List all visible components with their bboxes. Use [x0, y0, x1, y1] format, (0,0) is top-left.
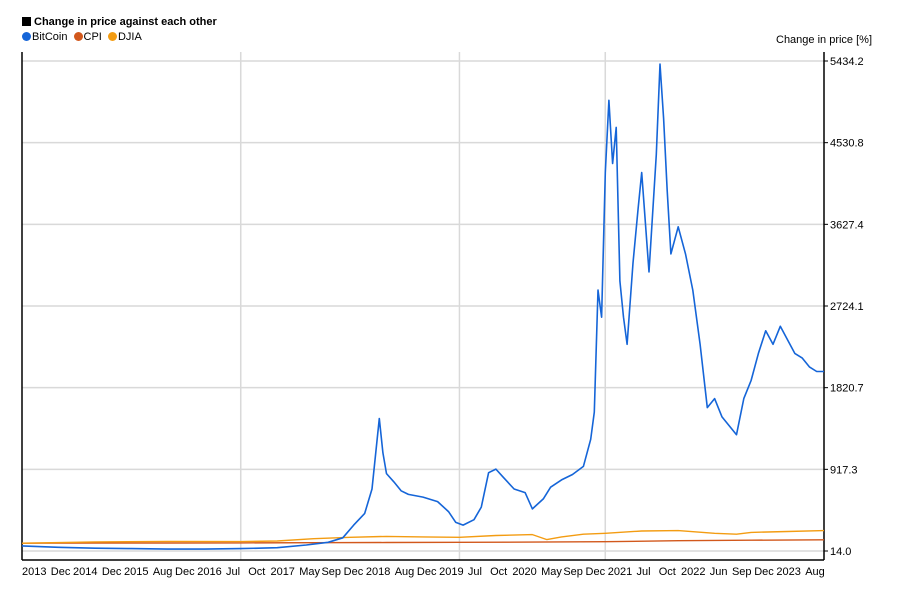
cpi-line	[21, 539, 825, 544]
x-tick-label: 2016	[197, 566, 221, 578]
x-tick-label: Oct	[248, 566, 265, 578]
x-tick-label: May	[299, 566, 320, 578]
legend-label-bitcoin: BitCoin	[32, 31, 68, 43]
x-tick-label: Sep	[732, 566, 752, 578]
title-square-icon	[22, 17, 31, 26]
legend-label-djia: DJIA	[117, 31, 142, 43]
x-tick-label: Dec	[586, 566, 606, 578]
djia-line	[21, 529, 825, 544]
y-tick-label: 4530.8	[830, 138, 864, 150]
x-tick-label: May	[541, 566, 562, 578]
bitcoin-line	[21, 63, 824, 550]
y-axis-title: Change in price [%]	[776, 34, 872, 46]
legend: BitCoin CPI DJIA	[22, 31, 145, 43]
y-tick-label: 14.0	[830, 546, 851, 558]
legend-item-djia: DJIA	[107, 31, 142, 43]
x-tick-label: Aug	[153, 566, 173, 578]
y-tick-label: 3627.4	[830, 219, 864, 231]
x-tick-label: Dec	[417, 566, 437, 578]
y-tick-label: 1820.7	[830, 383, 864, 395]
legend-item-cpi: CPI	[73, 31, 102, 43]
x-tick-label: 2015	[124, 566, 148, 578]
x-tick-label: 2023	[776, 566, 800, 578]
x-tick-label: Jul	[468, 566, 482, 578]
x-tick-label: 2020	[512, 566, 536, 578]
chart-title: Change in price against each other	[34, 16, 217, 28]
x-tick-label: 2013	[22, 566, 46, 578]
x-tick-label: Dec	[175, 566, 195, 578]
x-tick-label: Oct	[659, 566, 676, 578]
x-tick-label: 2017	[270, 566, 294, 578]
x-tick-label: 2018	[366, 566, 390, 578]
x-tick-label: Aug	[395, 566, 415, 578]
legend-dot-djia	[107, 32, 117, 41]
x-tick-label: 2021	[608, 566, 632, 578]
x-tick-label: Dec	[754, 566, 774, 578]
x-tick-label: Dec	[344, 566, 364, 578]
y-tick-label: 917.3	[830, 464, 858, 476]
legend-dot-bitcoin	[22, 32, 31, 41]
x-tick-label: 2014	[73, 566, 97, 578]
x-tick-label: Dec	[51, 566, 71, 578]
chart-title-area: Change in price against each other	[22, 16, 217, 28]
x-tick-label: Jun	[710, 566, 728, 578]
legend-dot-cpi	[73, 32, 83, 41]
legend-item-bitcoin: BitCoin	[22, 31, 67, 43]
x-tick-label: 2022	[681, 566, 705, 578]
x-tick-label: Jul	[226, 566, 240, 578]
x-tick-label: Jul	[637, 566, 651, 578]
y-tick-label: 5434.2	[830, 56, 864, 68]
x-tick-label: Aug	[805, 566, 825, 578]
x-tick-label: 2019	[439, 566, 463, 578]
x-tick-label: Oct	[490, 566, 507, 578]
x-tick-label: Dec	[102, 566, 122, 578]
y-tick-label: 2724.1	[830, 301, 864, 313]
legend-label-cpi: CPI	[83, 31, 102, 43]
x-tick-label: Sep	[321, 566, 341, 578]
x-tick-label: Sep	[563, 566, 583, 578]
